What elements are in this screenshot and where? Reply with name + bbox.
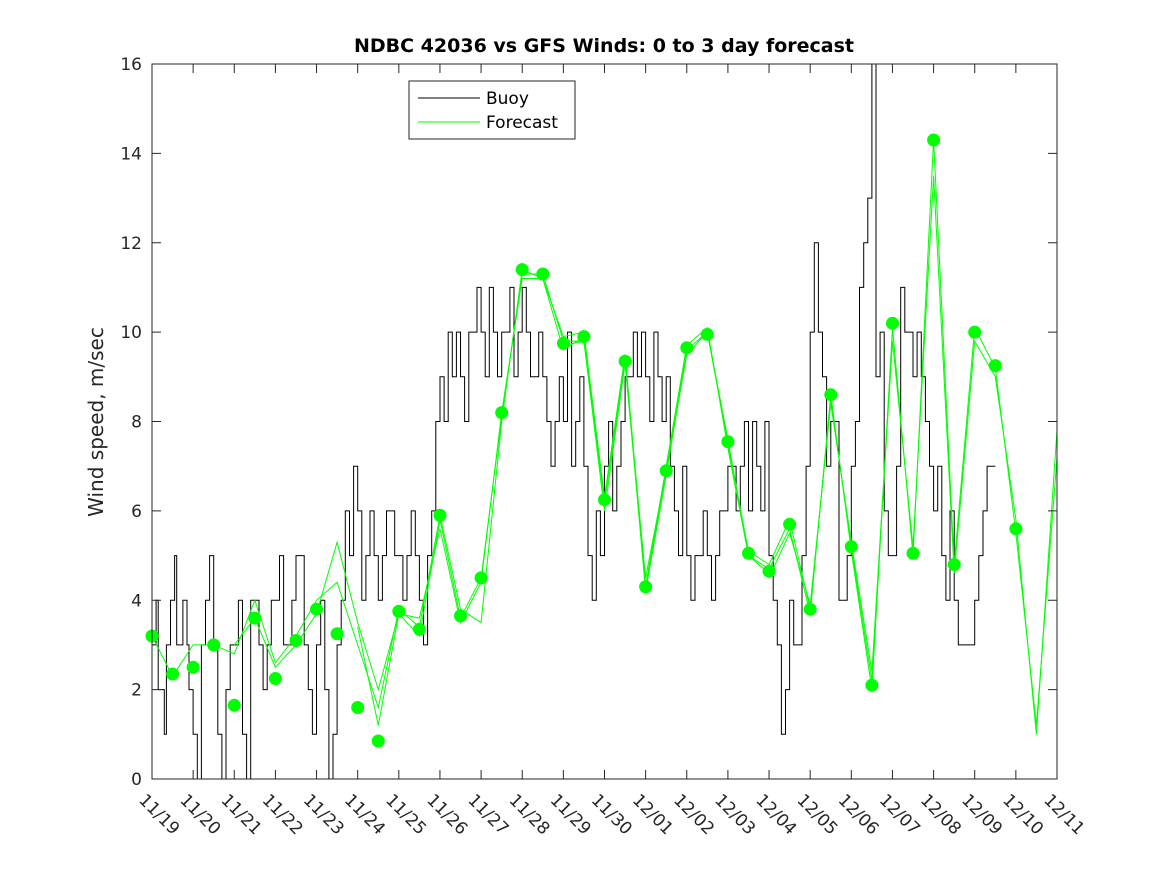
forecast-marker: [166, 667, 180, 681]
buoy-line: [152, 64, 996, 779]
forecast-marker: [680, 341, 694, 355]
forecast-marker: [762, 564, 776, 578]
forecast-marker: [186, 660, 200, 674]
forecast-marker: [495, 406, 509, 420]
forecast-marker: [536, 267, 550, 281]
forecast-marker: [474, 571, 488, 585]
forecast-marker: [700, 327, 714, 341]
forecast-marker: [927, 133, 941, 147]
forecast-marker: [207, 638, 221, 652]
chart-title: NDBC 42036 vs GFS Winds: 0 to 3 day fore…: [354, 35, 854, 57]
forecast-marker: [639, 580, 653, 594]
forecast-marker: [330, 627, 344, 641]
forecast-marker: [289, 634, 303, 647]
y-tick-label: 4: [131, 591, 142, 611]
buoy-series: [152, 64, 996, 779]
forecast-marker: [1009, 522, 1023, 536]
forecast-marker: [515, 263, 529, 277]
legend: Buoy Forecast: [408, 80, 576, 140]
forecast-marker: [556, 336, 570, 350]
forecast-marker: [371, 734, 385, 748]
legend-buoy-label: Buoy: [486, 89, 529, 109]
forecast-marker: [577, 330, 591, 344]
y-tick-label: 10: [120, 323, 142, 343]
y-tick-label: 16: [120, 55, 142, 75]
forecast-marker: [618, 354, 632, 368]
forecast-marker: [412, 622, 426, 636]
forecast-marker: [433, 508, 447, 522]
forecast-markers: [145, 133, 1023, 748]
forecast-marker: [392, 604, 406, 618]
forecast-marker: [968, 325, 982, 339]
forecast-marker: [783, 517, 797, 531]
y-tick-label: 0: [131, 770, 142, 790]
forecast-marker: [906, 546, 920, 560]
forecast-marker: [742, 546, 755, 560]
forecast-marker: [844, 540, 858, 554]
forecast-marker: [988, 359, 1002, 373]
forecast-marker: [310, 602, 323, 616]
y-tick-label: 6: [131, 502, 142, 522]
forecast-marker: [227, 698, 241, 712]
legend-box: [408, 80, 576, 140]
forecast-marker: [248, 611, 262, 625]
forecast-marker: [886, 316, 899, 330]
y-tick-label: 8: [131, 413, 142, 433]
forecast-line-5: [768, 175, 1057, 735]
forecast-marker: [659, 464, 673, 478]
y-tick-label: 14: [120, 144, 142, 164]
forecast-marker: [454, 609, 467, 623]
legend-forecast-label: Forecast: [486, 113, 558, 133]
forecast-marker: [598, 493, 611, 507]
y-axis-label: Wind speed, m/sec: [84, 327, 108, 517]
forecast-marker: [824, 388, 838, 402]
y-tick-label: 12: [120, 234, 142, 254]
forecast-marker: [865, 678, 879, 692]
forecast-marker: [268, 672, 282, 685]
forecast-marker: [803, 602, 817, 616]
y-tick-label: 2: [131, 681, 142, 701]
forecast-marker: [947, 558, 961, 571]
forecast-marker: [351, 701, 365, 714]
forecast-marker: [721, 435, 735, 449]
